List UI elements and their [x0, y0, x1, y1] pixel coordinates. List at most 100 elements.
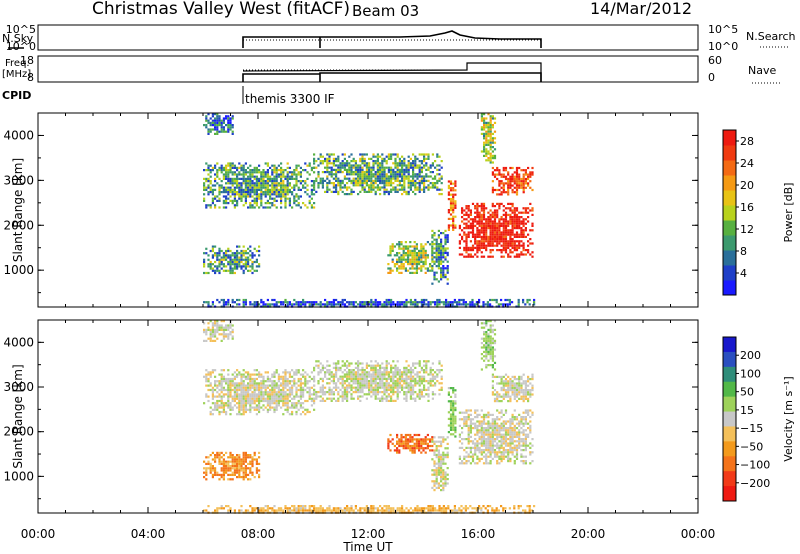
- data-cell: [240, 406, 243, 409]
- data-cell: [286, 397, 289, 400]
- data-cell: [264, 188, 267, 191]
- data-cell: [236, 406, 239, 409]
- data-cell: [236, 254, 239, 257]
- data-cell: [220, 130, 223, 133]
- data-cell: [486, 505, 489, 508]
- data-cell: [214, 469, 217, 472]
- data-cell: [418, 258, 421, 261]
- data-cell: [220, 451, 223, 454]
- data-cell: [299, 402, 302, 405]
- data-cell: [416, 303, 419, 306]
- data-cell: [387, 179, 390, 182]
- data-cell: [489, 135, 492, 138]
- data-cell: [420, 256, 423, 259]
- data-cell: [315, 179, 318, 182]
- data-cell: [214, 324, 217, 327]
- data-cell: [326, 160, 329, 163]
- data-cell: [324, 373, 327, 376]
- data-cell: [348, 507, 351, 510]
- data-cell: [412, 509, 415, 512]
- data-cell: [474, 218, 477, 221]
- data-cell: [425, 362, 428, 365]
- data-cell: [520, 240, 523, 243]
- data-cell: [398, 375, 401, 378]
- data-cell: [423, 375, 426, 378]
- data-cell: [313, 160, 316, 163]
- data-cell: [222, 335, 225, 338]
- data-cell: [401, 507, 404, 510]
- data-cell: [313, 171, 316, 174]
- data-cell: [269, 397, 272, 400]
- data-cell: [326, 382, 329, 385]
- data-cell: [302, 184, 305, 187]
- data-cell: [326, 175, 329, 178]
- data-cell: [231, 328, 234, 331]
- data-cell: [416, 382, 419, 385]
- data-cell: [251, 265, 254, 268]
- data-cell: [216, 115, 219, 118]
- data-cell: [251, 263, 254, 266]
- data-cell: [244, 256, 247, 259]
- data-cell: [427, 301, 430, 304]
- data-cell: [313, 393, 316, 396]
- data-cell: [214, 322, 217, 325]
- data-cell: [231, 267, 234, 270]
- data-cell: [258, 164, 261, 167]
- data-cell: [319, 301, 322, 304]
- data-cell: [423, 298, 426, 302]
- data-cell: [493, 216, 497, 219]
- data-cell: [319, 388, 322, 391]
- data-cell: [509, 255, 512, 258]
- data-cell: [295, 509, 298, 512]
- data-cell: [407, 254, 410, 257]
- data-cell: [258, 188, 261, 191]
- data-cell: [332, 382, 335, 385]
- data-cell: [225, 177, 228, 180]
- data-cell: [524, 253, 527, 256]
- data-cell: [407, 245, 410, 248]
- data-cell: [253, 408, 256, 411]
- data-cell: [284, 369, 287, 372]
- data-cell: [302, 202, 305, 205]
- data-cell: [211, 269, 214, 272]
- data-cell: [288, 399, 291, 403]
- data-cell: [255, 507, 258, 510]
- data-cell: [222, 169, 225, 172]
- data-cell: [203, 124, 206, 127]
- data-cell: [266, 505, 269, 508]
- data-cell: [244, 184, 247, 187]
- data-cell: [354, 386, 357, 389]
- data-cell: [435, 256, 438, 259]
- data-cell: [385, 391, 388, 394]
- data-cell: [498, 182, 501, 185]
- data-cell: [374, 373, 377, 376]
- data-cell: [500, 218, 503, 221]
- data-cell: [205, 169, 208, 172]
- data-cell: [509, 180, 512, 183]
- data-cell: [526, 298, 529, 302]
- data-cell: [416, 186, 419, 189]
- data-cell: [437, 249, 440, 252]
- data-cell: [260, 186, 263, 189]
- data-cell: [420, 179, 423, 182]
- data-cell: [337, 377, 340, 380]
- data-cell: [412, 377, 415, 380]
- data-cell: [518, 235, 521, 238]
- data-cell: [415, 258, 418, 261]
- data-cell: [513, 242, 516, 245]
- data-cell: [511, 242, 514, 245]
- data-cell: [491, 224, 494, 227]
- data-cell: [313, 397, 316, 400]
- data-cell: [368, 177, 371, 180]
- data-cell: [518, 224, 521, 227]
- data-cell: [291, 397, 294, 400]
- data-cell: [487, 220, 490, 223]
- data-cell: [308, 375, 311, 378]
- data-cell: [511, 218, 514, 221]
- data-cell: [317, 373, 320, 376]
- data-cell: [418, 382, 421, 385]
- data-cell: [218, 395, 221, 398]
- data-cell: [412, 364, 415, 367]
- data-cell: [480, 209, 483, 212]
- data-cell: [236, 245, 239, 248]
